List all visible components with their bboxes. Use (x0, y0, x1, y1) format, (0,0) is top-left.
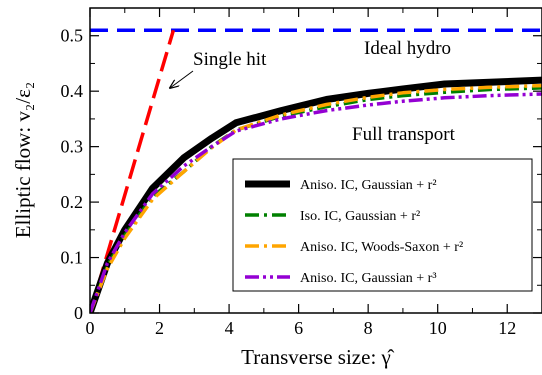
annotation-single-hit: Single hit (193, 49, 267, 70)
x-tick-label: 4 (225, 318, 234, 338)
legend-label-2: Iso. IC, Gaussian + r² (300, 209, 420, 224)
x-tick-label: 12 (498, 318, 516, 338)
y-tick-label: 0 (74, 303, 83, 323)
x-tick-label: 6 (294, 318, 303, 338)
x-tick-label: 10 (429, 318, 447, 338)
legend-label-4: Aniso. IC, Gaussian + r³ (300, 271, 437, 286)
single-hit-arrow (170, 70, 194, 88)
legend-label-3: Aniso. IC, Woods-Saxon + r² (300, 240, 463, 255)
annotation-full-transport: Full transport (352, 124, 456, 145)
reference-line-single-hit (90, 29, 176, 313)
y-tick-label: 0.5 (61, 26, 84, 46)
series-line-3 (90, 83, 542, 313)
x-axis-label: Transverse size: γ̂ (241, 345, 395, 369)
y-tick-label: 0.4 (61, 81, 84, 101)
y-tick-label: 0.2 (61, 192, 84, 212)
series-line-4 (90, 92, 542, 313)
x-tick-label: 2 (155, 318, 164, 338)
plot-frame (89, 7, 542, 314)
y-tick-label: 0.1 (61, 248, 84, 268)
y-tick-label: 0.3 (61, 137, 84, 157)
y-axis: 0 0.1 0.2 0.3 0.4 0.5 (61, 7, 542, 323)
plot-series (90, 28, 542, 313)
legend: Aniso. IC, Gaussian + r² Iso. IC, Gaussia… (232, 158, 533, 292)
x-tick-label: 0 (86, 318, 95, 338)
x-axis: 0 2 4 6 8 10 12 (86, 8, 516, 338)
legend-label-1: Aniso. IC, Gaussian + r² (300, 178, 437, 193)
y-axis-label: Elliptic flow: v₂/ε₂ (11, 82, 35, 238)
x-tick-label: 8 (364, 318, 373, 338)
series-line-1 (90, 76, 542, 313)
annotation-ideal-hydro: Ideal hydro (364, 38, 451, 59)
